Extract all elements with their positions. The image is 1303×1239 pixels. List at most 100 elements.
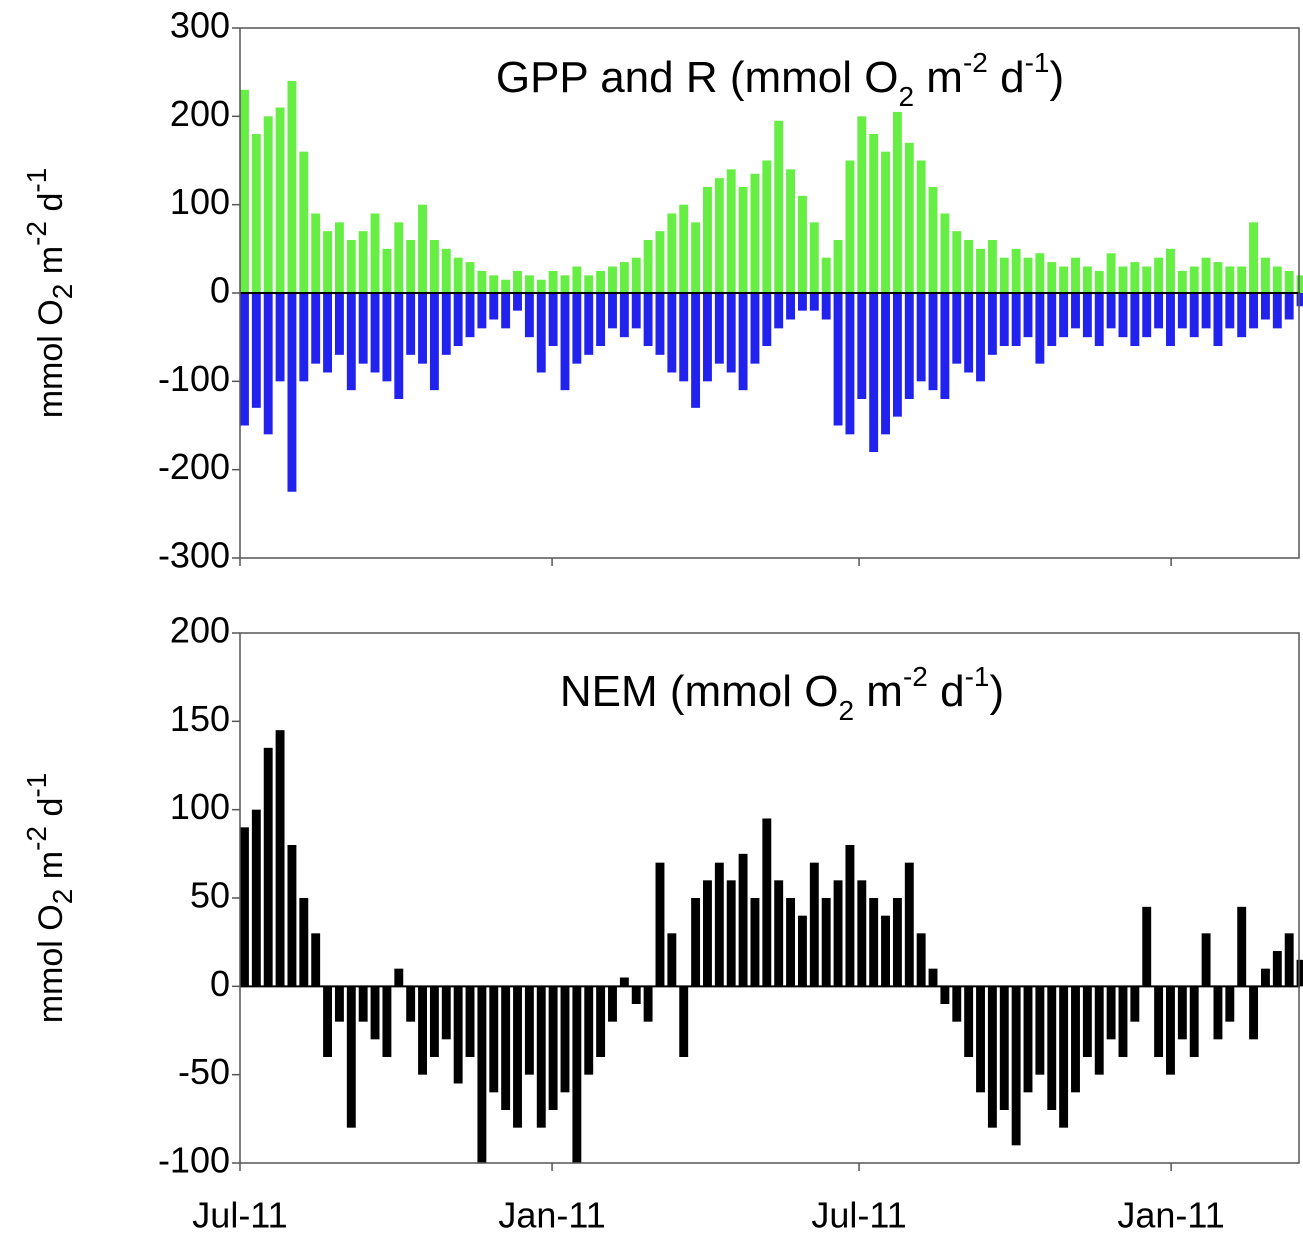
bar	[797, 293, 807, 311]
bar	[406, 240, 416, 293]
y-tick-label: 50	[190, 875, 230, 916]
bar	[964, 293, 974, 373]
bar	[857, 880, 867, 987]
y-tick-label: 200	[170, 610, 230, 651]
bar	[406, 293, 416, 355]
bar	[643, 240, 653, 293]
bar	[418, 293, 427, 364]
title-part: NEM (mmol O	[560, 667, 839, 716]
bar	[881, 293, 890, 435]
bar	[251, 134, 261, 293]
bar	[441, 986, 451, 1040]
bar	[1237, 266, 1247, 293]
label-part: -2	[21, 826, 52, 851]
bar	[275, 107, 285, 293]
bar	[1272, 293, 1282, 329]
bar	[524, 275, 534, 293]
title-part: GPP and R (mmol O	[496, 53, 899, 102]
bar	[667, 933, 677, 987]
bar	[1142, 266, 1152, 293]
bar	[762, 160, 772, 293]
y-tick-label: 300	[170, 5, 230, 46]
bar	[548, 270, 558, 293]
bar	[608, 293, 617, 329]
bar	[821, 257, 831, 293]
bar	[881, 151, 890, 293]
bar	[703, 293, 712, 382]
bar	[999, 293, 1009, 346]
bar	[311, 213, 321, 293]
bar	[1284, 933, 1294, 987]
y-tick-label: -200	[158, 446, 230, 487]
bar	[240, 827, 249, 987]
bar	[453, 257, 463, 293]
title-part: -2	[903, 661, 928, 692]
bar	[1071, 986, 1080, 1093]
bar	[596, 986, 606, 1057]
bar	[394, 968, 404, 987]
bar	[299, 898, 309, 987]
bar	[275, 293, 285, 382]
bar	[1249, 293, 1259, 329]
bar	[1225, 986, 1235, 1022]
bar	[370, 986, 380, 1040]
bar	[501, 293, 511, 329]
bar	[750, 173, 760, 293]
label-part: m	[32, 851, 70, 889]
bar	[1154, 293, 1164, 329]
bar	[489, 293, 499, 320]
label-part: 2	[47, 889, 78, 905]
bar	[323, 231, 333, 293]
bar	[406, 986, 416, 1022]
bar	[1059, 293, 1069, 338]
bar	[1082, 293, 1092, 338]
bar	[1094, 293, 1104, 346]
bar	[869, 134, 879, 293]
bar	[1296, 959, 1303, 987]
bar	[1201, 293, 1211, 329]
bar	[429, 293, 439, 391]
bar	[1142, 293, 1152, 338]
bar	[1130, 262, 1140, 293]
bar	[596, 270, 606, 293]
bar	[1082, 266, 1092, 293]
bar	[1047, 293, 1057, 346]
bar	[608, 986, 617, 1022]
bar	[418, 986, 427, 1075]
bar	[928, 968, 938, 987]
bar	[1059, 986, 1069, 1128]
bar	[916, 160, 926, 293]
bar	[750, 898, 760, 987]
bar	[1284, 293, 1294, 320]
bar	[346, 240, 356, 293]
bar	[833, 240, 843, 293]
x-tick-label: Jan-11	[498, 1195, 605, 1236]
bar	[797, 915, 807, 987]
bar	[679, 986, 689, 1057]
bar	[1189, 986, 1199, 1057]
bar	[429, 986, 439, 1057]
bar	[1118, 986, 1128, 1057]
bar	[786, 898, 796, 987]
y-tick-label: 0	[210, 963, 230, 1004]
bar	[477, 293, 487, 329]
bar	[881, 915, 890, 987]
bar	[987, 240, 997, 293]
bar	[928, 187, 938, 293]
title-part: d	[988, 53, 1025, 102]
bar	[726, 293, 736, 373]
bar	[892, 898, 902, 987]
bar	[809, 862, 819, 987]
bar	[1249, 222, 1259, 293]
bar	[524, 293, 534, 338]
label-part: m	[32, 246, 70, 284]
bar	[1166, 986, 1175, 1075]
bar	[762, 818, 772, 987]
bar	[1272, 266, 1282, 293]
bar	[1213, 986, 1223, 1040]
bar	[453, 986, 463, 1084]
bar	[655, 862, 665, 987]
bar	[821, 898, 831, 987]
title-part: d	[928, 667, 965, 716]
bar	[524, 986, 534, 1075]
